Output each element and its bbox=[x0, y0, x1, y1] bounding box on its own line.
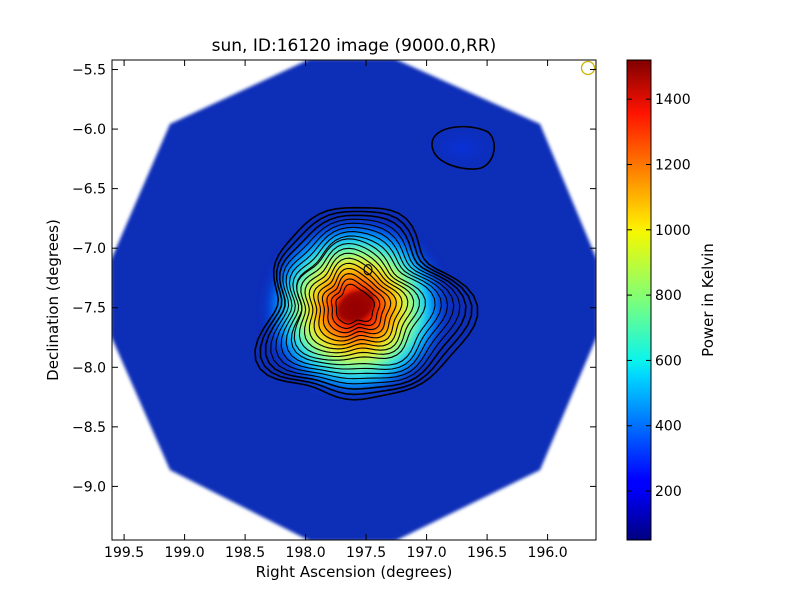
contour-line bbox=[259, 210, 473, 396]
contour-line bbox=[275, 222, 455, 380]
x-tick-label: 198.5 bbox=[225, 545, 265, 561]
contour-line bbox=[312, 257, 403, 346]
y-tick-label: −8.0 bbox=[72, 360, 106, 376]
colorbar-tick-label: 400 bbox=[655, 419, 682, 435]
y-tick-label: −7.0 bbox=[72, 241, 106, 257]
x-tick-label: 196.5 bbox=[467, 545, 507, 561]
x-tick-label: 198.0 bbox=[286, 545, 326, 561]
colorbar-tick-label: 1200 bbox=[655, 157, 691, 173]
colorbar-tick-label: 200 bbox=[655, 484, 682, 500]
contour-line bbox=[298, 242, 420, 358]
contour-line bbox=[326, 273, 386, 334]
colorbar-tick-label: 1000 bbox=[655, 223, 691, 239]
colorbar-tick-label: 600 bbox=[655, 353, 682, 369]
contour-lines bbox=[254, 206, 479, 401]
x-tick-label: 199.0 bbox=[165, 545, 205, 561]
contour-line bbox=[270, 218, 461, 385]
contour-line bbox=[293, 238, 426, 361]
contour-line bbox=[335, 283, 375, 325]
x-axis: 199.5 199.0 198.5 198.0 197.5 197.0 196.5 196.0 bbox=[104, 60, 568, 561]
contour-line bbox=[330, 278, 381, 329]
x-axis-label: Right Ascension (degrees) bbox=[256, 563, 453, 581]
chart-title: sun, ID:16120 image (9000.0,RR) bbox=[212, 36, 497, 56]
y-tick-label: −6.5 bbox=[72, 182, 106, 198]
contour-line bbox=[303, 247, 415, 354]
colorbar-gradient bbox=[627, 60, 651, 540]
contour-line bbox=[285, 231, 442, 370]
x-tick-label: 199.5 bbox=[104, 545, 144, 561]
contour-line bbox=[280, 226, 449, 375]
secondary-source-glow bbox=[422, 122, 502, 174]
plot-frame bbox=[111, 59, 597, 541]
beam-marker bbox=[580, 60, 596, 76]
x-tick-label: 197.5 bbox=[346, 545, 386, 561]
colorbar-label: Power in Kelvin bbox=[699, 243, 717, 357]
y-tick-label: −6.0 bbox=[72, 122, 106, 138]
y-tick-label: −7.5 bbox=[72, 301, 106, 317]
y-axis-label: Declination (degrees) bbox=[44, 219, 62, 381]
main-source-core bbox=[337, 290, 375, 322]
y-axis: −5.5 −6.0 −6.5 −7.0 −7.5 −8.0 −8.5 −9.0 bbox=[72, 63, 596, 495]
contour-line bbox=[264, 214, 467, 390]
colorbar-ticks: 200 400 600 800 1000 1200 1400 bbox=[627, 92, 691, 500]
colorbar-frame bbox=[626, 59, 652, 541]
y-tick-label: −9.0 bbox=[72, 479, 106, 495]
contour-line bbox=[254, 206, 479, 401]
plot-area bbox=[111, 59, 597, 541]
contour-line bbox=[317, 262, 397, 342]
colorbar: 200 400 600 800 1000 1200 1400 Power in Kelvin bbox=[626, 59, 717, 541]
contour-line bbox=[363, 264, 373, 276]
y-tick-label: −5.5 bbox=[72, 63, 106, 79]
colorbar-tick-label: 800 bbox=[655, 288, 682, 304]
secondary-contour bbox=[431, 125, 496, 170]
y-tick-label: −8.5 bbox=[72, 420, 106, 436]
contour-line bbox=[321, 267, 392, 338]
colorbar-tick-label: 1400 bbox=[655, 92, 691, 108]
contour-line bbox=[308, 252, 409, 350]
x-tick-label: 197.0 bbox=[407, 545, 447, 561]
x-tick-label: 196.0 bbox=[528, 545, 568, 561]
